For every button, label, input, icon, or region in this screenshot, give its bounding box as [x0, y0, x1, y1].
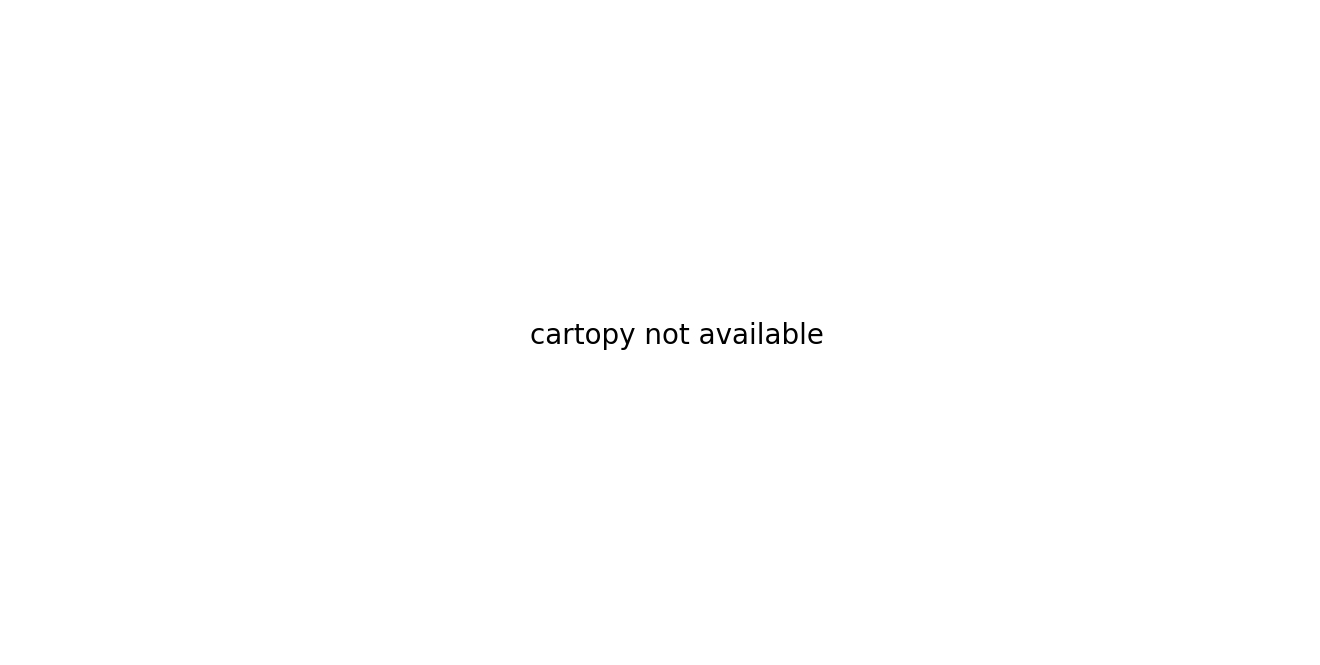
Text: cartopy not available: cartopy not available: [529, 322, 824, 350]
